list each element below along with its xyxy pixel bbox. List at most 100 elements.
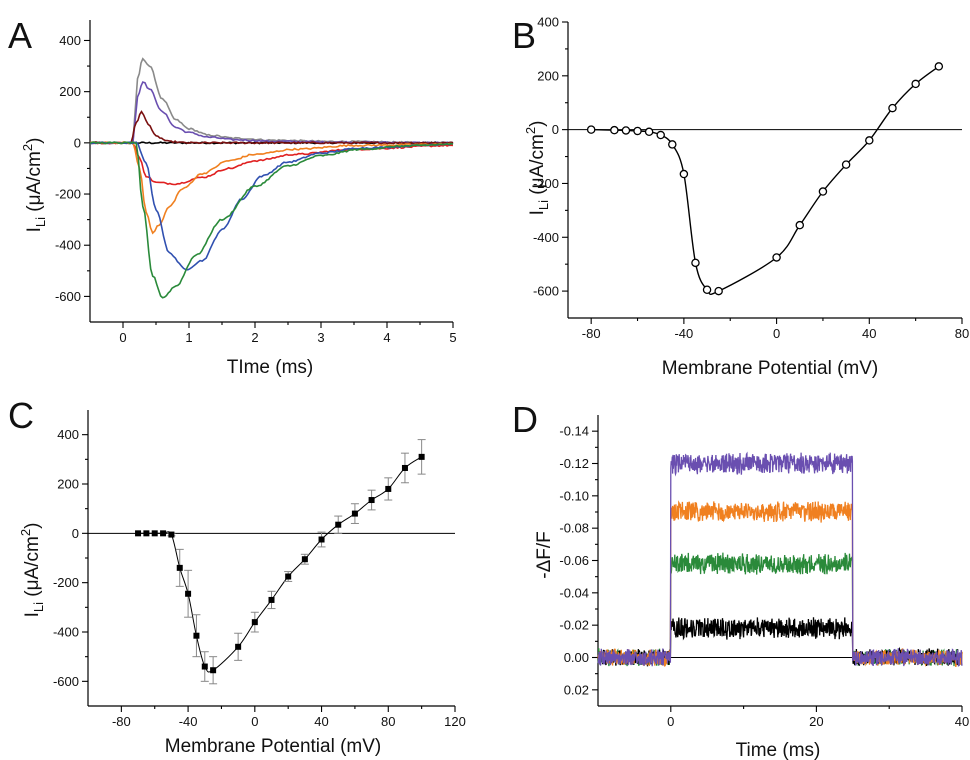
data-point xyxy=(368,497,375,504)
x-tick-label: 0 xyxy=(251,714,258,729)
series-line-7 xyxy=(89,141,454,299)
data-point xyxy=(160,530,167,537)
series-line-3 xyxy=(89,110,454,145)
data-point xyxy=(268,596,275,603)
y-tick-label: 0 xyxy=(552,122,559,137)
y-tick-label: -0.10 xyxy=(559,488,589,503)
panel-b-xlabel: Membrane Potential (mV) xyxy=(662,358,878,379)
y-tick-label: -0.08 xyxy=(559,521,589,536)
x-tick-label: 80 xyxy=(381,714,395,729)
y-tick-label: 200 xyxy=(537,68,559,83)
fit-curve xyxy=(591,65,940,295)
panel-d-ylabel: -ΔF/F xyxy=(534,531,555,579)
y-tick-label: -600 xyxy=(533,284,559,299)
data-point xyxy=(621,126,631,135)
y-tick-label: -0.06 xyxy=(559,553,589,568)
y-tick-label: -400 xyxy=(53,625,79,640)
series-trace-3 xyxy=(597,451,963,667)
data-point xyxy=(301,556,308,563)
data-point xyxy=(210,667,217,674)
y-tick-label: 0.00 xyxy=(564,650,589,665)
panel-a-letter: A xyxy=(8,15,32,56)
panel-c-letter: C xyxy=(8,395,34,436)
data-point xyxy=(185,590,192,597)
y-tick-label: -0.14 xyxy=(559,424,589,439)
y-tick-label: -600 xyxy=(53,674,79,689)
panel-b-ylabel: ILi (μA/cm2) xyxy=(523,121,551,216)
x-tick-label: -40 xyxy=(674,326,693,341)
data-point xyxy=(418,453,425,460)
panel-b-letter: B xyxy=(512,15,536,56)
y-tick-label: -200 xyxy=(55,187,81,202)
y-tick-label: 0 xyxy=(74,135,81,150)
data-point xyxy=(151,530,158,537)
y-tick-label: -200 xyxy=(53,575,79,590)
x-tick-label: 5 xyxy=(449,330,456,345)
data-point xyxy=(251,619,258,626)
x-tick-label: 40 xyxy=(955,714,969,729)
series-line-1 xyxy=(89,57,454,145)
x-tick-label: -80 xyxy=(582,326,601,341)
data-point xyxy=(772,253,781,262)
x-tick-label: 4 xyxy=(383,330,390,345)
data-point xyxy=(656,130,665,140)
data-point xyxy=(702,285,712,294)
data-point xyxy=(335,521,342,528)
data-point xyxy=(135,530,142,537)
data-point xyxy=(285,573,292,580)
data-point xyxy=(818,187,828,196)
data-point xyxy=(143,530,150,537)
series-line-4 xyxy=(89,141,454,186)
data-point xyxy=(668,140,677,149)
x-tick-label: 40 xyxy=(314,714,328,729)
y-tick-label: -0.02 xyxy=(559,618,589,633)
data-point xyxy=(841,160,851,169)
x-tick-label: 0 xyxy=(773,326,780,341)
y-tick-label: 200 xyxy=(59,84,81,99)
data-point xyxy=(714,286,723,296)
panel-d: D 0 20 40 0.02 0.00 -0.02 -0.04 -0.06 -0.08 -0.10… xyxy=(512,399,969,760)
data-point xyxy=(934,62,944,71)
y-tick-label: 400 xyxy=(59,33,81,48)
y-tick-label: -400 xyxy=(55,238,81,253)
y-tick-label: -0.04 xyxy=(559,585,589,600)
data-point xyxy=(610,125,619,135)
y-tick-label: -0.12 xyxy=(559,456,589,471)
x-tick-label: -80 xyxy=(112,714,131,729)
data-point xyxy=(888,103,897,113)
y-tick-label: 200 xyxy=(57,477,79,492)
data-point xyxy=(911,79,920,89)
panel-d-letter: D xyxy=(512,399,538,440)
data-point xyxy=(201,663,208,670)
panel-a: A 0 1 2 3 4 5 -600 -400 -200 0 200 400 TIme (ms) IL… xyxy=(8,15,457,378)
data-point xyxy=(176,564,183,571)
data-point xyxy=(193,632,200,639)
x-tick-label: 0 xyxy=(667,714,674,729)
x-tick-label: 120 xyxy=(444,714,466,729)
data-point xyxy=(644,127,654,137)
data-point xyxy=(168,531,175,538)
data-point xyxy=(633,126,642,136)
data-point xyxy=(385,485,392,492)
series-trace-2 xyxy=(597,500,963,667)
series-line-5 xyxy=(89,141,454,235)
data-point xyxy=(235,643,242,650)
data-point xyxy=(795,220,805,230)
x-tick-label: 20 xyxy=(809,714,823,729)
data-point xyxy=(351,510,358,517)
y-tick-label: -200 xyxy=(533,176,559,191)
data-point xyxy=(691,258,700,268)
panel-c-xlabel: Membrane Potential (mV) xyxy=(165,736,381,757)
fit-curve xyxy=(137,456,422,673)
y-tick-label: 400 xyxy=(57,427,79,442)
x-tick-label: 2 xyxy=(251,330,258,345)
panel-a-ylabel: ILi (μA/cm2) xyxy=(20,138,48,233)
data-point xyxy=(865,136,874,145)
series-line-2 xyxy=(89,81,454,145)
x-tick-label: 0 xyxy=(119,330,126,345)
x-tick-label: 1 xyxy=(185,330,192,345)
x-tick-label: 80 xyxy=(955,326,969,341)
